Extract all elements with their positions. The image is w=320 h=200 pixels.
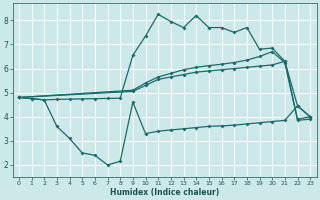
X-axis label: Humidex (Indice chaleur): Humidex (Indice chaleur) [110,188,219,197]
